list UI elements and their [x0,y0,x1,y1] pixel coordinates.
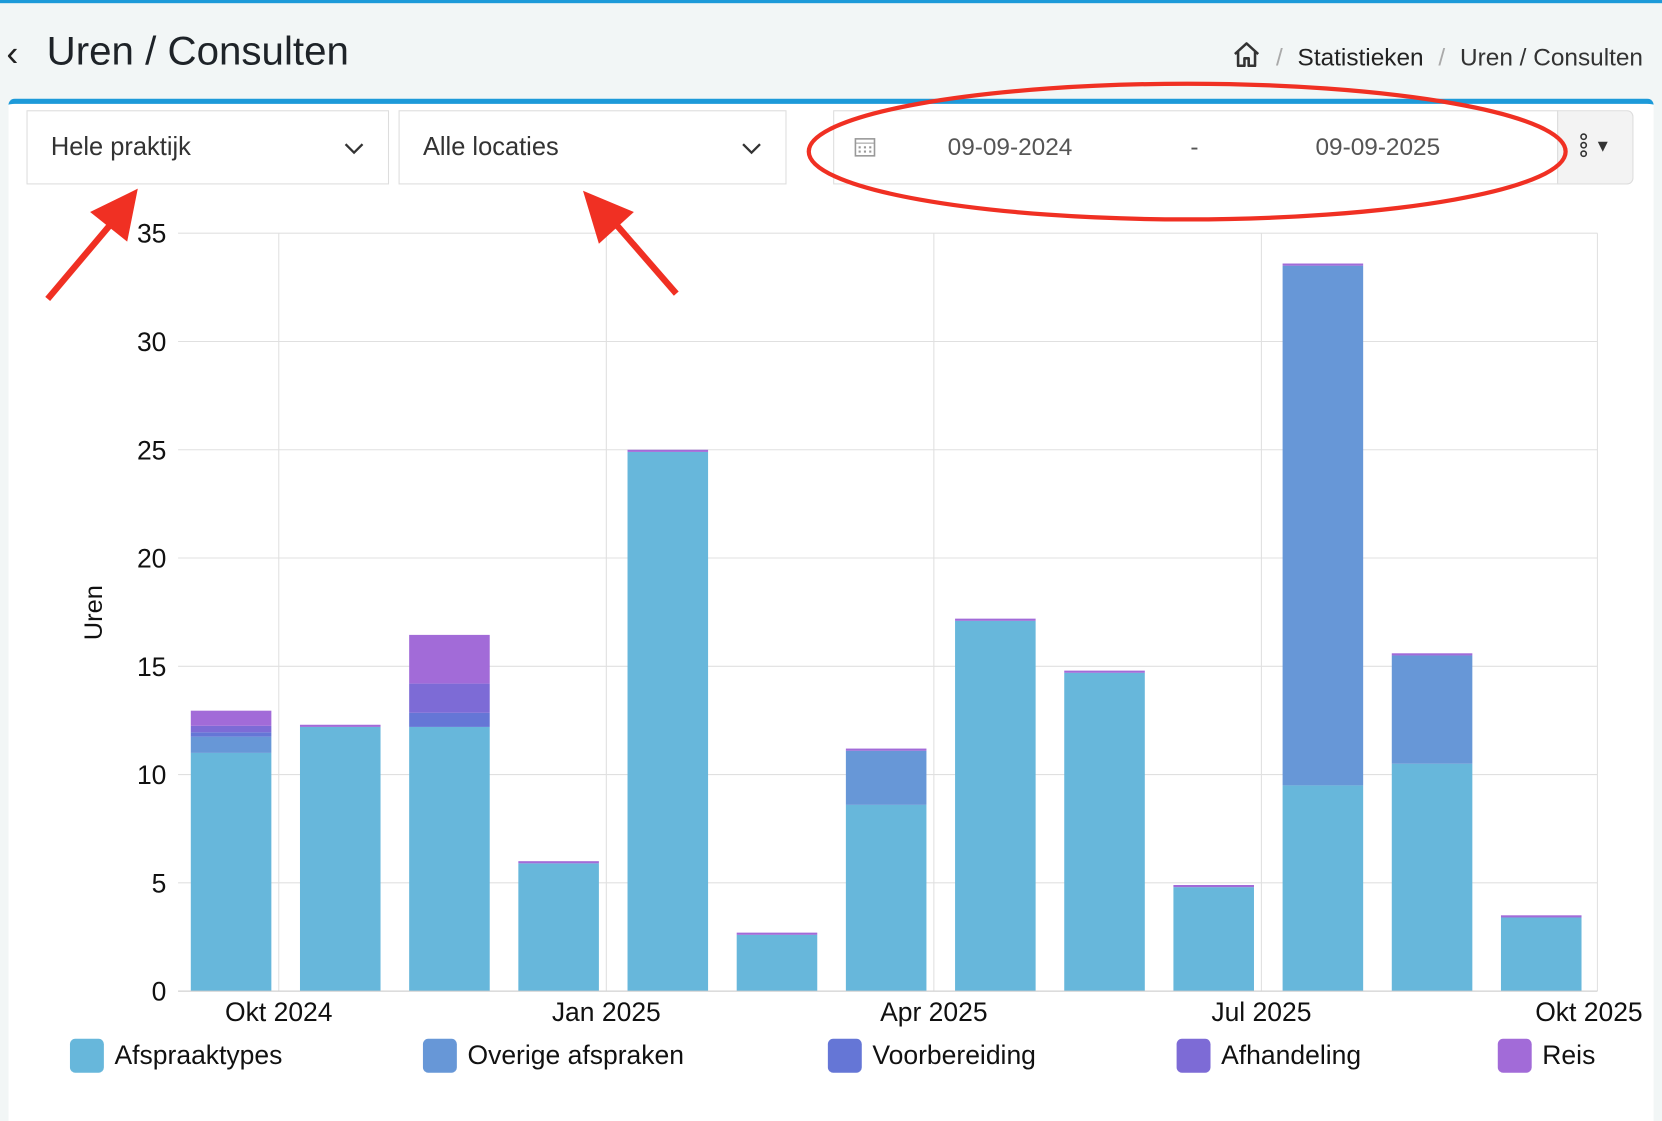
y-axis-label: Uren [80,585,108,640]
bar-segment-afhandeling [190,725,272,733]
legend-item[interactable]: Afspraaktypes [69,1038,283,1073]
legend-label: Voorbereiding [872,1040,1036,1071]
bar-segment-afspraaktypes [409,726,490,992]
y-tick-label: 5 [152,868,167,898]
y-tick-label: 35 [137,219,166,249]
bar-segment-reis [1282,263,1364,266]
legend-label: Afhandeling [1221,1040,1362,1071]
options-menu-button[interactable]: ▼ [1557,110,1634,185]
bar-segment-reis [1064,670,1145,673]
bar-segment-afspraaktypes [1173,887,1254,992]
legend-item[interactable]: Voorbereiding [827,1038,1036,1073]
bar-segment-afspraaktypes [845,804,927,992]
x-tick-label: Apr 2025 [880,997,988,1027]
breadcrumb: / Statistieken / Uren / Consulten [1231,40,1643,74]
chevron-down-icon [741,133,762,163]
bar-segment-afspraaktypes [1391,763,1473,992]
bar-segment-afspraaktypes [190,752,272,992]
x-tick-label: Okt 2025 [1535,997,1642,1027]
location-select-value: Alle locaties [422,132,559,162]
bar-segment-voorbereiding [409,712,490,727]
y-tick-label: 0 [152,977,167,1007]
legend-swatch [1497,1038,1532,1073]
legend-label: Afspraaktypes [114,1040,283,1071]
bar-segment-afspraaktypes [1282,785,1364,992]
bar-segment-reis [190,710,272,726]
legend-label: Overige afspraken [467,1040,684,1071]
bar-segment-overige-afspraken [190,736,272,753]
bar-segment-afspraaktypes [518,863,599,992]
legend-swatch [69,1038,104,1073]
bar-segment-overige-afspraken [1282,265,1364,786]
bar-segment-afspraaktypes [1500,917,1582,992]
legend-swatch [422,1038,457,1073]
bar-segment-reis [1173,884,1254,888]
breadcrumb-separator: / [1275,42,1283,71]
y-tick-label: 15 [137,652,166,682]
bar-segment-afspraaktypes [627,451,709,992]
breadcrumb-statistieken[interactable]: Statistieken [1297,42,1424,71]
chart-card [8,98,1654,1121]
top-accent-bar [0,0,1662,4]
legend-swatch [1176,1038,1211,1073]
bar-segment-afspraaktypes [299,726,381,992]
bar-segment-afspraaktypes [955,620,1036,992]
caret-down-icon: ▼ [1594,137,1612,156]
y-tick-label: 20 [137,544,166,574]
practice-select-value: Hele praktijk [50,132,191,162]
bar-segment-reis [518,861,599,864]
y-tick-label: 30 [137,327,166,357]
x-tick-label: Jan 2025 [552,997,661,1027]
chart-legend: Afspraaktypes Overige afspraken Voorbereid… [69,1038,1639,1077]
bar-segment-afhandeling [409,683,490,713]
legend-item[interactable]: Afhandeling [1176,1038,1362,1073]
legend-item[interactable]: Overige afspraken [422,1038,684,1073]
bar-segment-afspraaktypes [736,934,818,992]
bar-segment-voorbereiding [190,732,272,737]
breadcrumb-current: Uren / Consulten [1460,42,1643,71]
bar-segment-reis [627,449,709,452]
bar-segment-reis [845,748,927,751]
x-tick-label: Okt 2024 [225,997,332,1027]
bar-segment-reis [955,618,1036,621]
y-tick-label: 10 [137,760,166,790]
bar-segment-overige-afspraken [845,750,927,805]
legend-swatch [827,1038,862,1073]
bar-segment-overige-afspraken [1391,655,1473,764]
practice-select[interactable]: Hele praktijk [26,110,390,185]
bar-segment-reis [1391,653,1473,656]
bar-segment-reis [736,932,818,935]
more-vertical-icon [1579,132,1588,163]
home-icon[interactable] [1231,40,1261,74]
page-title: Uren / Consulten [46,29,349,75]
bar-segment-reis [1500,915,1582,918]
y-tick-label: 25 [137,435,166,465]
bar-segment-afspraaktypes [1064,672,1145,992]
legend-label: Reis [1542,1040,1596,1071]
chevron-down-icon [343,133,364,163]
legend-item[interactable]: Reis [1497,1038,1596,1073]
x-tick-label: Jul 2025 [1211,997,1311,1027]
breadcrumb-separator: / [1438,42,1446,71]
bar-segment-reis [409,634,490,684]
location-select[interactable]: Alle locaties [398,110,787,185]
back-chevron-icon[interactable]: ‹ [6,33,19,75]
bar-segment-reis [299,724,381,727]
